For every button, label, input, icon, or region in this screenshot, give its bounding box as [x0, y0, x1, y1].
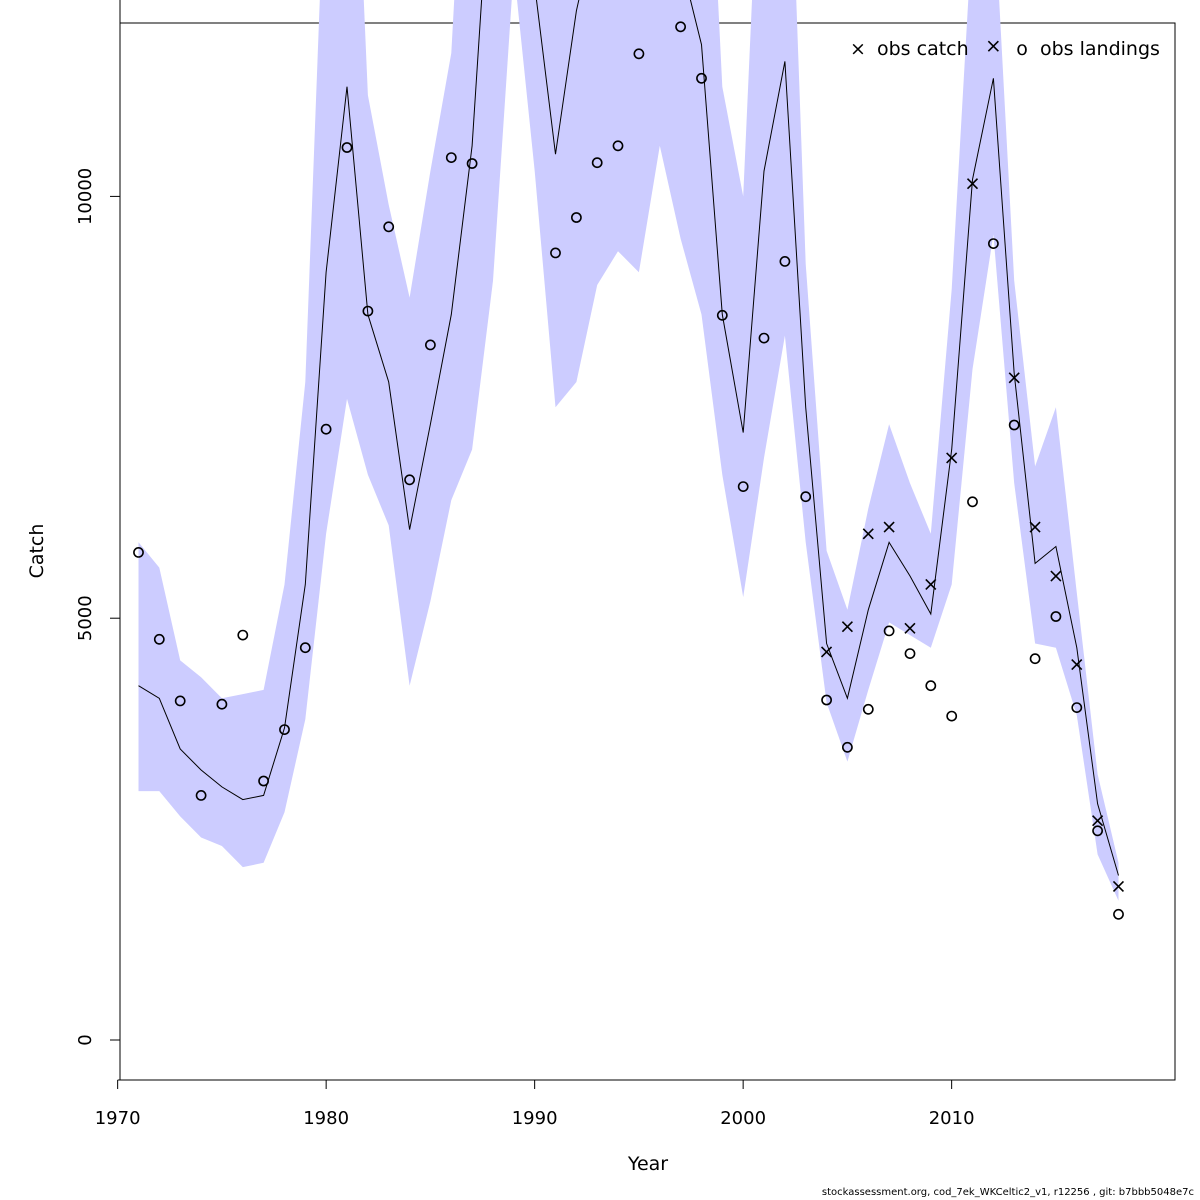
obs-landings-point — [1092, 825, 1103, 837]
obs-landings-point — [779, 255, 791, 267]
obs-catch-point — [966, 178, 979, 190]
obs-landings-point — [341, 142, 353, 153]
axes-layer: 1970198019902000201005000100001500020000 — [75, 0, 975, 1129]
obs-landings-point — [737, 481, 749, 492]
obs-landings-point — [821, 694, 832, 706]
confidence-band-layer — [138, 0, 1119, 901]
obs-landings-point — [800, 491, 812, 503]
obs-catch-point — [1050, 570, 1062, 582]
obs-landings-point — [320, 423, 332, 435]
legend-label-landings: obs landings — [1040, 38, 1160, 60]
obs-landings-point — [716, 309, 728, 321]
obs-landings-point — [466, 158, 478, 169]
obs-landings-point — [675, 21, 686, 33]
obs-landings-point — [279, 724, 290, 735]
x-tick-label: 2000 — [720, 1108, 766, 1129]
obs-landings-point — [550, 247, 561, 259]
estimate-line-layer — [138, 0, 1119, 876]
obs-landings-point — [424, 339, 436, 351]
obs-landings-point — [925, 680, 937, 692]
x-tick-label: 2010 — [929, 1108, 975, 1129]
obs-landings-point — [174, 695, 186, 707]
points-layer — [133, 21, 1125, 920]
obs-landings-point — [883, 625, 895, 637]
x-tick-label: 1990 — [512, 1108, 558, 1129]
obs-catch-point — [841, 621, 853, 633]
estimated-catch-line — [138, 0, 1119, 876]
obs-landings-point — [696, 72, 707, 84]
obs-landings-point — [946, 710, 958, 722]
obs-landings-point — [1029, 653, 1041, 665]
obs-catch-point — [862, 528, 874, 540]
obs-catch-point — [1008, 372, 1020, 384]
obs-landings-point — [383, 221, 395, 233]
obs-landings-point — [1071, 702, 1083, 713]
obs-landings-point — [404, 474, 415, 486]
obs-landings-point — [153, 633, 165, 645]
obs-landings-point — [904, 648, 916, 659]
x-tick-label: 1980 — [303, 1108, 349, 1129]
obs-landings-point — [842, 741, 853, 753]
obs-landings-point — [758, 332, 770, 344]
obs-landings-point — [237, 629, 249, 641]
obs-landings-point — [1008, 419, 1020, 431]
y-tick-label: 10000 — [75, 168, 96, 225]
confidence-band — [138, 0, 1119, 901]
obs-catch-point — [1071, 659, 1083, 671]
x-axis-title: Year — [627, 1153, 668, 1175]
x-tick-label: 1970 — [95, 1108, 141, 1129]
obs-landings-point — [195, 790, 207, 801]
obs-landings-point — [571, 212, 582, 223]
y-tick-label: 0 — [75, 1034, 96, 1045]
legend-label-catch: obs catch — [877, 38, 969, 60]
obs-catch-point — [1029, 521, 1041, 533]
obs-landings-point — [612, 140, 624, 152]
obs-landings-point — [362, 305, 374, 317]
obs-catch-point — [883, 521, 895, 533]
obs-landings-point — [1113, 908, 1124, 920]
y-axis-title: Catch — [26, 524, 48, 579]
obs-landings-point — [216, 698, 228, 710]
obs-landings-point — [1050, 611, 1062, 622]
obs-landings-point — [445, 152, 457, 163]
obs-catch-point — [925, 578, 937, 591]
obs-catch-point — [904, 622, 916, 634]
obs-landings-point — [967, 496, 978, 508]
obs-landings-point — [862, 703, 874, 715]
obs-landings-point — [988, 238, 999, 249]
obs-landings-point — [133, 547, 144, 558]
obs-landings-point — [299, 642, 311, 654]
obs-catch-point — [946, 452, 958, 464]
y-tick-label: 5000 — [75, 595, 96, 641]
obs-landings-point — [591, 157, 603, 169]
obs-catch-point — [1092, 815, 1104, 827]
legend-marker-catch: × — [850, 38, 866, 60]
obs-landings-point — [633, 48, 645, 60]
footer-note: stockassessment.org, cod_7ek_WKCeltic2_v… — [821, 1187, 1194, 1198]
obs-catch-point — [987, 40, 999, 52]
obs-catch-point — [1112, 880, 1125, 893]
legend-marker-landings: o — [1016, 38, 1028, 60]
obs-catch-point — [820, 646, 833, 658]
legend: × obs catch o obs landings — [850, 38, 1160, 60]
obs-landings-point — [258, 775, 269, 787]
